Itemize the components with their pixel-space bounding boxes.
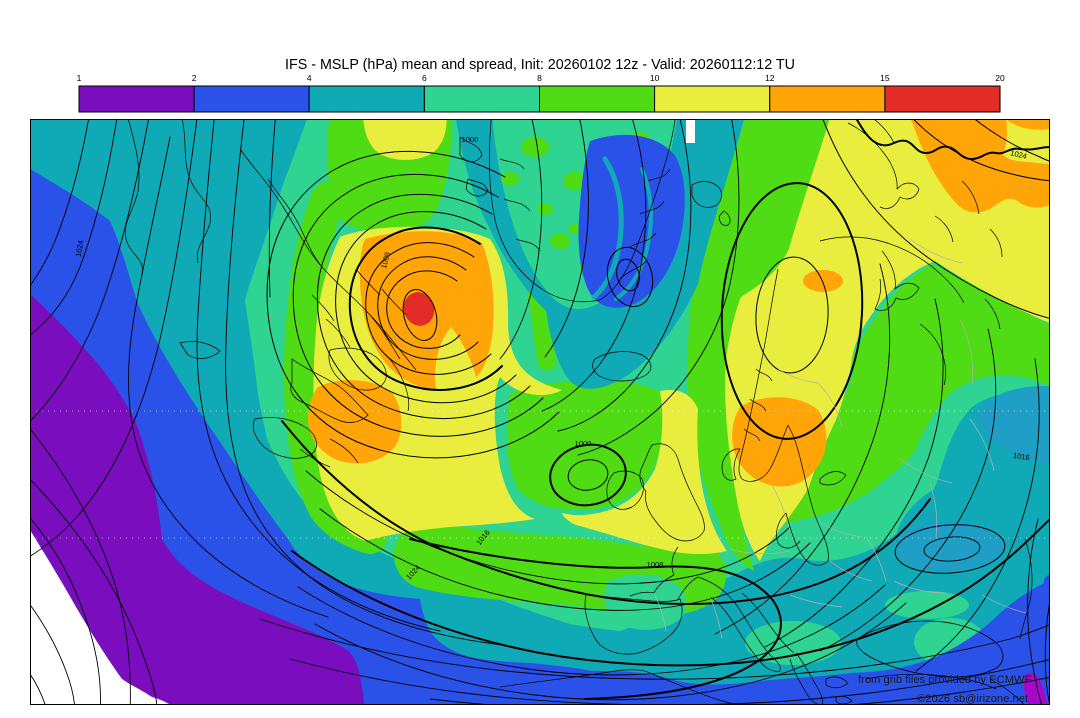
svg-text:8: 8	[537, 73, 542, 83]
svg-text:10: 10	[650, 73, 660, 83]
svg-text:20: 20	[995, 73, 1005, 83]
svg-text:1000: 1000	[575, 439, 592, 448]
svg-text:4: 4	[307, 73, 312, 83]
svg-text:1: 1	[77, 73, 82, 83]
svg-text:6: 6	[422, 73, 427, 83]
svg-text:12: 12	[765, 73, 775, 83]
svg-text:1024: 1024	[1009, 148, 1027, 161]
svg-text:1008: 1008	[379, 251, 392, 269]
svg-text:2: 2	[192, 73, 197, 83]
svg-text:15: 15	[880, 73, 890, 83]
svg-text:IFS - MSLP (hPa) mean and spre: IFS - MSLP (hPa) mean and spread, Init: …	[285, 57, 795, 73]
svg-text:1008: 1008	[647, 560, 664, 569]
svg-text:1016: 1016	[1012, 451, 1030, 462]
svg-text:©2026 sb@irizone.net: ©2026 sb@irizone.net	[917, 693, 1029, 705]
svg-text:1000: 1000	[462, 135, 479, 144]
svg-text:from grib files provided by EC: from grib files provided by ECMWF	[858, 674, 1032, 686]
svg-text:1024: 1024	[74, 240, 86, 258]
